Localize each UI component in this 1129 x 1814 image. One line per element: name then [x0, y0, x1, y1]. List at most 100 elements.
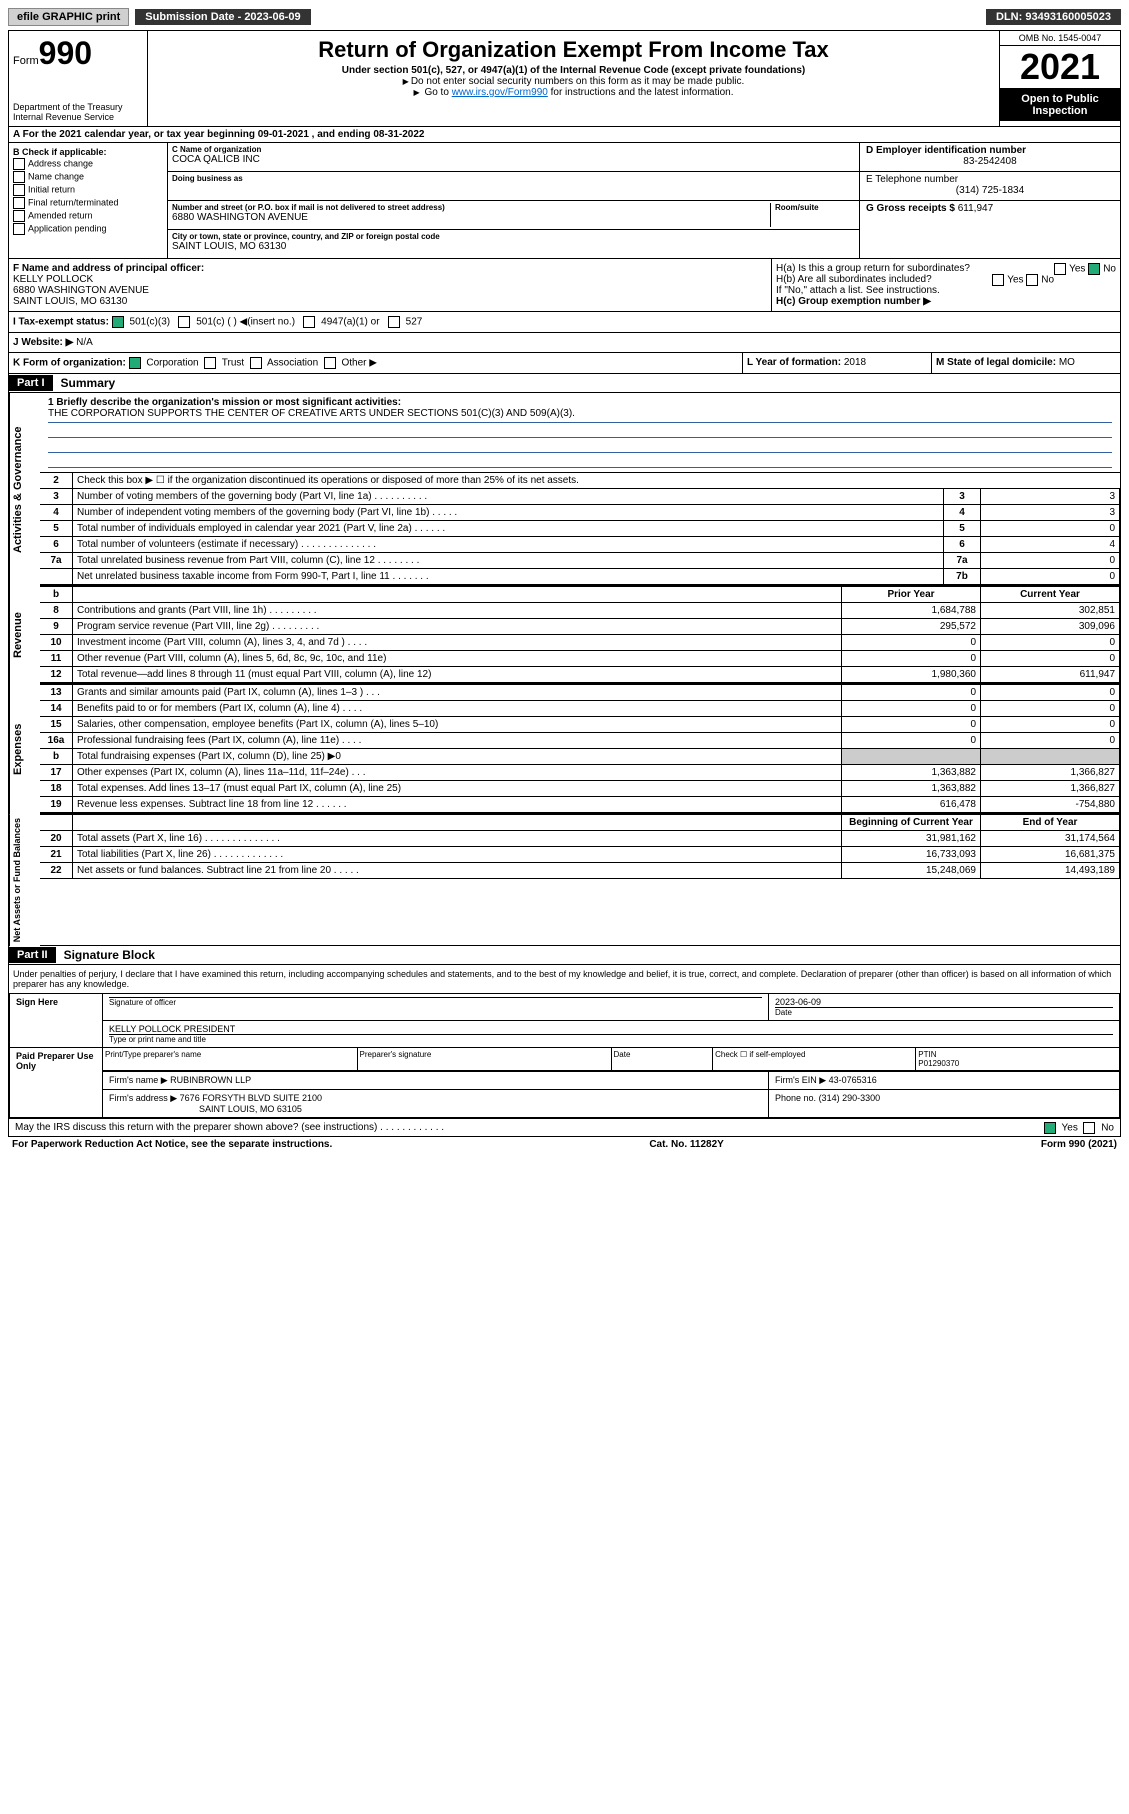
m-value: MO: [1059, 357, 1075, 368]
table-row: 14Benefits paid to or for members (Part …: [40, 701, 1120, 717]
table-row: bPrior YearCurrent Year: [40, 587, 1120, 603]
tax-year: 2021: [1000, 46, 1120, 89]
table-row: 5Total number of individuals employed in…: [40, 521, 1120, 537]
mission-line2: [48, 423, 1112, 438]
dln-badge: DLN: 93493160005023: [986, 9, 1121, 25]
f-label: F Name and address of principal officer:: [13, 263, 204, 274]
chk-final-return[interactable]: Final return/terminated: [13, 197, 163, 209]
city-label: City or town, state or province, country…: [172, 232, 855, 241]
summary-revenue: Revenue bPrior YearCurrent Year 8Contrib…: [9, 586, 1120, 684]
row-i-tax-status: I Tax-exempt status: 501(c)(3) 501(c) ( …: [9, 312, 1120, 333]
f-addr2: SAINT LOUIS, MO 63130: [13, 296, 127, 307]
firm-phone-label: Phone no.: [775, 1093, 816, 1103]
name-title-label: Type or print name and title: [109, 1034, 1113, 1044]
mission-line4: [48, 453, 1112, 468]
mission-label: 1 Briefly describe the organization's mi…: [48, 397, 401, 408]
part-i-header: Part I Summary: [9, 374, 1120, 393]
firm-phone: (314) 290-3300: [819, 1093, 881, 1103]
firm-city: SAINT LOUIS, MO 63105: [199, 1104, 302, 1114]
chk-initial-return[interactable]: Initial return: [13, 184, 163, 196]
chk-trust[interactable]: [204, 357, 216, 369]
row-fh: F Name and address of principal officer:…: [9, 259, 1120, 312]
summary-governance: Activities & Governance 1 Briefly descri…: [9, 393, 1120, 586]
dept-treasury: Department of the Treasury: [13, 102, 143, 112]
self-employed-check[interactable]: Check ☐ if self-employed: [713, 1048, 916, 1071]
firm-name-label: Firm's name ▶: [109, 1075, 168, 1085]
ha-label: H(a) Is this a group return for subordin…: [776, 263, 970, 274]
gross-receipts-label: G Gross receipts $: [866, 203, 955, 214]
net-assets-table: Beginning of Current YearEnd of Year 20T…: [40, 814, 1120, 879]
governance-table: 2Check this box ▶ ☐ if the organization …: [40, 472, 1120, 585]
open-inspection: Open to Public Inspection: [1000, 89, 1120, 121]
sig-date-label: Date: [775, 1007, 1113, 1017]
chk-other[interactable]: [324, 357, 336, 369]
firm-addr-label: Firm's address ▶: [109, 1093, 177, 1103]
hb-yes-chk[interactable]: [992, 274, 1004, 286]
table-row: bTotal fundraising expenses (Part IX, co…: [40, 749, 1120, 765]
phone-label: E Telephone number: [866, 174, 1114, 185]
phone-value: (314) 725-1834: [866, 185, 1114, 196]
chk-501c[interactable]: [178, 316, 190, 328]
header-right: OMB No. 1545-0047 2021 Open to Public In…: [999, 31, 1120, 126]
chk-corporation[interactable]: [129, 357, 141, 369]
penalties-statement: Under penalties of perjury, I declare th…: [9, 965, 1120, 993]
table-row: 3Number of voting members of the governi…: [40, 489, 1120, 505]
signature-table: Sign Here Signature of officer 2023-06-0…: [9, 993, 1120, 1118]
firm-ein: 43-0765316: [829, 1075, 877, 1085]
side-governance: Activities & Governance: [9, 393, 40, 586]
chk-name-change[interactable]: Name change: [13, 171, 163, 183]
dba-label: Doing business as: [172, 174, 855, 183]
form-word: Form: [13, 55, 39, 67]
chk-501c3[interactable]: [112, 316, 124, 328]
chk-amended-return[interactable]: Amended return: [13, 210, 163, 222]
part-ii-header: Part II Signature Block: [9, 946, 1120, 965]
m-label: M State of legal domicile:: [936, 357, 1056, 368]
goto-pre: Go to: [424, 87, 451, 98]
firm-ein-label: Firm's EIN ▶: [775, 1075, 826, 1085]
prep-date-label: Date: [611, 1048, 713, 1071]
table-row: 2Check this box ▶ ☐ if the organization …: [40, 473, 1120, 489]
chk-527[interactable]: [388, 316, 400, 328]
i-label: I Tax-exempt status:: [13, 317, 109, 328]
page-footer: For Paperwork Reduction Act Notice, see …: [8, 1137, 1121, 1152]
expenses-table: 13Grants and similar amounts paid (Part …: [40, 684, 1120, 813]
chk-application-pending[interactable]: Application pending: [13, 223, 163, 235]
table-row: 15Salaries, other compensation, employee…: [40, 717, 1120, 733]
table-row: 7aTotal unrelated business revenue from …: [40, 553, 1120, 569]
chk-association[interactable]: [250, 357, 262, 369]
hb-no-chk[interactable]: [1026, 274, 1038, 286]
row-klm: K Form of organization: Corporation Trus…: [9, 353, 1120, 374]
side-expenses: Expenses: [9, 684, 40, 814]
discuss-no-chk[interactable]: [1083, 1122, 1095, 1134]
ha-no-chk[interactable]: [1088, 263, 1100, 275]
addr-value: 6880 WASHINGTON AVENUE: [172, 212, 770, 223]
form-number: 990: [39, 35, 92, 71]
table-row: 17Other expenses (Part IX, column (A), l…: [40, 765, 1120, 781]
col-c-org-info: C Name of organization COCA QALICB INC D…: [168, 143, 860, 258]
prep-name-label: Print/Type preparer's name: [103, 1048, 357, 1071]
principal-officer: F Name and address of principal officer:…: [9, 259, 772, 311]
part-i-badge: Part I: [9, 375, 53, 391]
gross-receipts-value: 611,947: [958, 203, 993, 214]
irs-link[interactable]: www.irs.gov/Form990: [452, 87, 548, 98]
org-name-label: C Name of organization: [172, 145, 855, 154]
table-row: Beginning of Current YearEnd of Year: [40, 815, 1120, 831]
hc-label: H(c) Group exemption number ▶: [776, 296, 1116, 307]
table-row: 6Total number of volunteers (estimate if…: [40, 537, 1120, 553]
l-value: 2018: [844, 357, 866, 368]
col-b-title: B Check if applicable:: [13, 147, 107, 157]
section-bcdeg: B Check if applicable: Address change Na…: [9, 143, 1120, 259]
h-group: H(a) Is this a group return for subordin…: [772, 259, 1120, 311]
table-row: 9Program service revenue (Part VIII, lin…: [40, 619, 1120, 635]
efile-print-button[interactable]: efile GRAPHIC print: [8, 8, 129, 26]
footer-right: Form 990 (2021): [1041, 1139, 1117, 1150]
sig-date: 2023-06-09: [775, 997, 1113, 1007]
mission-text: THE CORPORATION SUPPORTS THE CENTER OF C…: [48, 408, 1112, 423]
chk-address-change[interactable]: Address change: [13, 158, 163, 170]
discuss-yes-chk[interactable]: [1044, 1122, 1056, 1134]
mission-line3: [48, 438, 1112, 453]
table-row: 13Grants and similar amounts paid (Part …: [40, 685, 1120, 701]
footer-left: For Paperwork Reduction Act Notice, see …: [12, 1139, 332, 1150]
chk-4947[interactable]: [303, 316, 315, 328]
ha-yes-chk[interactable]: [1054, 263, 1066, 275]
